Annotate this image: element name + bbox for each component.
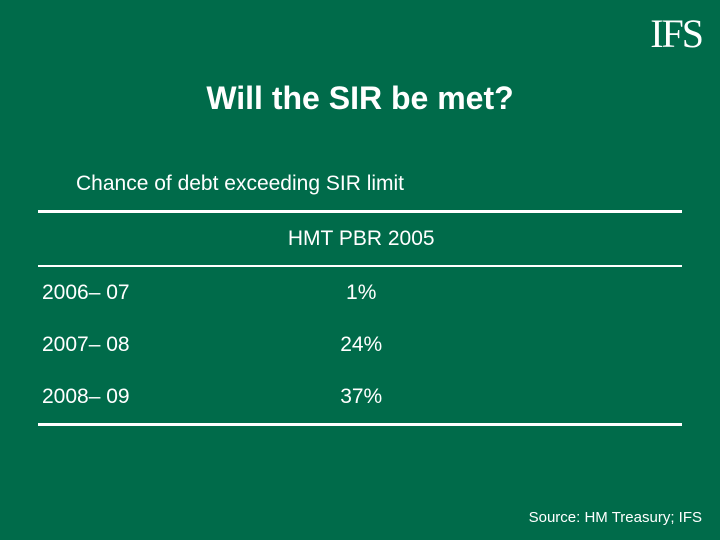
table-row-blank <box>469 266 682 319</box>
slide-title: Will the SIR be met? <box>0 80 720 117</box>
source-citation: Source: HM Treasury; IFS <box>529 509 702 526</box>
table-header-col2 <box>469 212 682 267</box>
table-row-val: 37% <box>257 371 470 425</box>
table-row-year: 2006– 07 <box>38 266 257 319</box>
table-row-year: 2008– 09 <box>38 371 257 425</box>
table-row-blank <box>469 319 682 371</box>
table-header-year <box>38 212 257 267</box>
table-header-col1: HMT PBR 2005 <box>257 212 470 267</box>
table-row-year: 2007– 08 <box>38 319 257 371</box>
sir-probability-table: HMT PBR 2005 2006– 07 1% 2007– 08 24% 20… <box>38 210 682 426</box>
table-row-blank <box>469 371 682 425</box>
table-subtitle: Chance of debt exceeding SIR limit <box>76 172 404 196</box>
table-row-val: 1% <box>257 266 470 319</box>
ifs-logo: IFS <box>650 10 702 57</box>
table-row-val: 24% <box>257 319 470 371</box>
